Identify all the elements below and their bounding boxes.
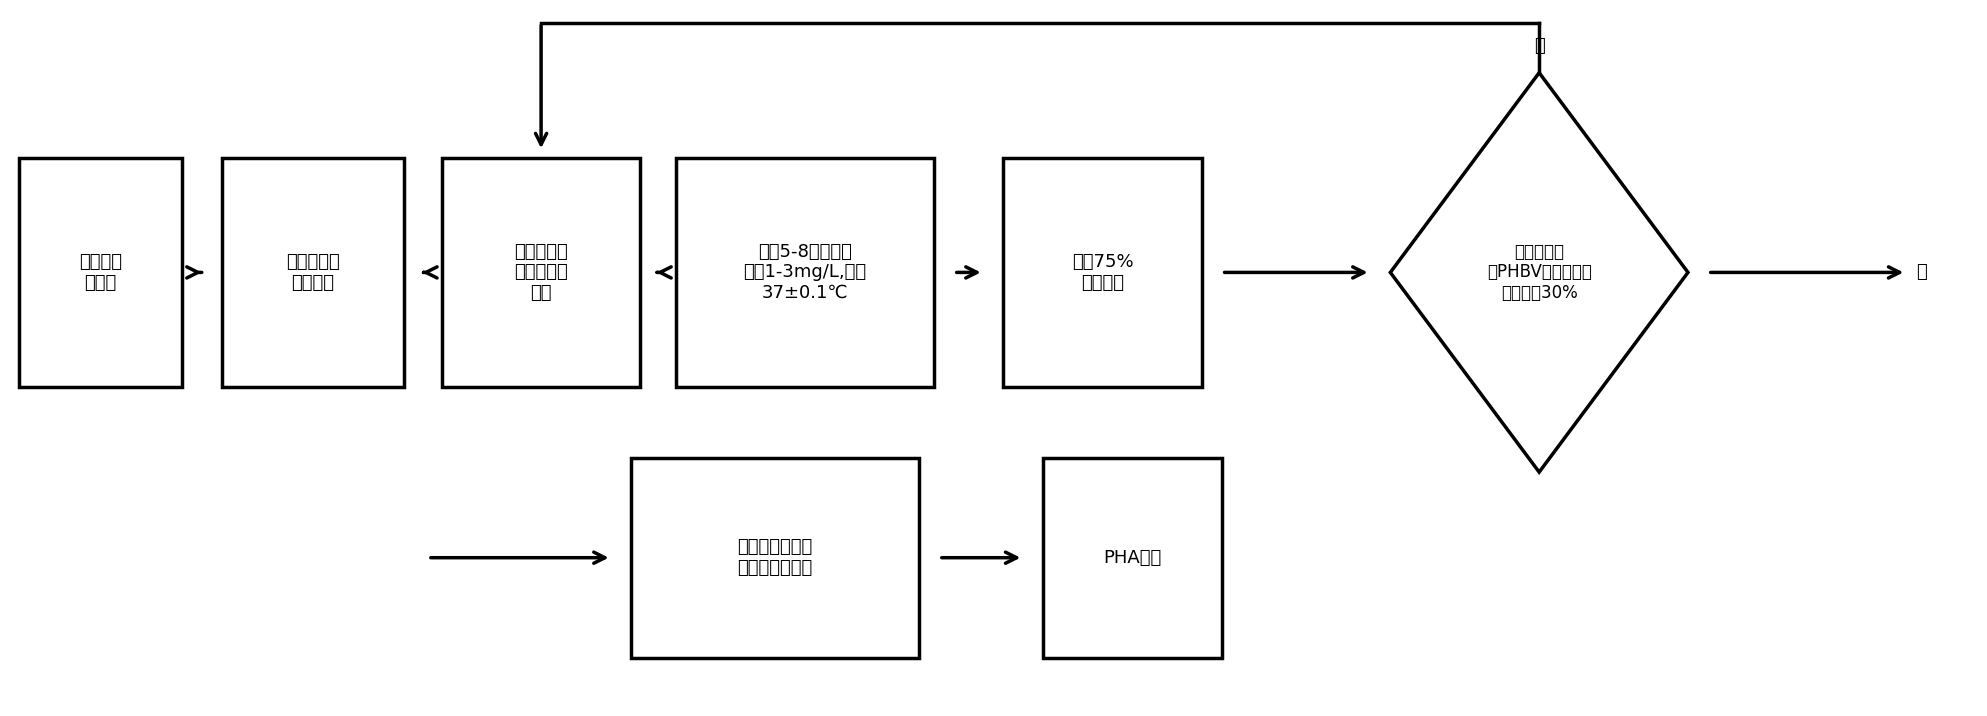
Text: 曝气5-8小时，溶
解氧1-3mg/L,温度
37±0.1℃: 曝气5-8小时，溶 解氧1-3mg/L,温度 37±0.1℃ <box>743 243 866 302</box>
Bar <box>1003 158 1202 387</box>
Polygon shape <box>1391 73 1689 472</box>
Text: 否: 否 <box>1534 37 1544 55</box>
Bar <box>20 158 183 387</box>
Bar <box>1043 458 1222 657</box>
Text: 足: 足 <box>1915 263 1927 281</box>
Text: 对排除的混合液
离心收集微生物: 对排除的混合液 离心收集微生物 <box>737 538 813 577</box>
Text: 向发酵罐中
注满底物水
溶液: 向发酵罐中 注满底物水 溶液 <box>515 243 568 302</box>
Bar <box>676 158 934 387</box>
Text: 微生物细胞
中PHBV的质量百分
含量达到30%: 微生物细胞 中PHBV的质量百分 含量达到30% <box>1486 243 1592 302</box>
Text: PHA提取: PHA提取 <box>1103 548 1162 566</box>
Text: 采集入海
口底泥: 采集入海 口底泥 <box>79 253 121 292</box>
Bar <box>441 158 640 387</box>
Bar <box>632 458 920 657</box>
Text: 排出75%
的混合液: 排出75% 的混合液 <box>1071 253 1133 292</box>
Bar <box>223 158 403 387</box>
Text: 将底泥接种
的发酵罐: 将底泥接种 的发酵罐 <box>286 253 340 292</box>
